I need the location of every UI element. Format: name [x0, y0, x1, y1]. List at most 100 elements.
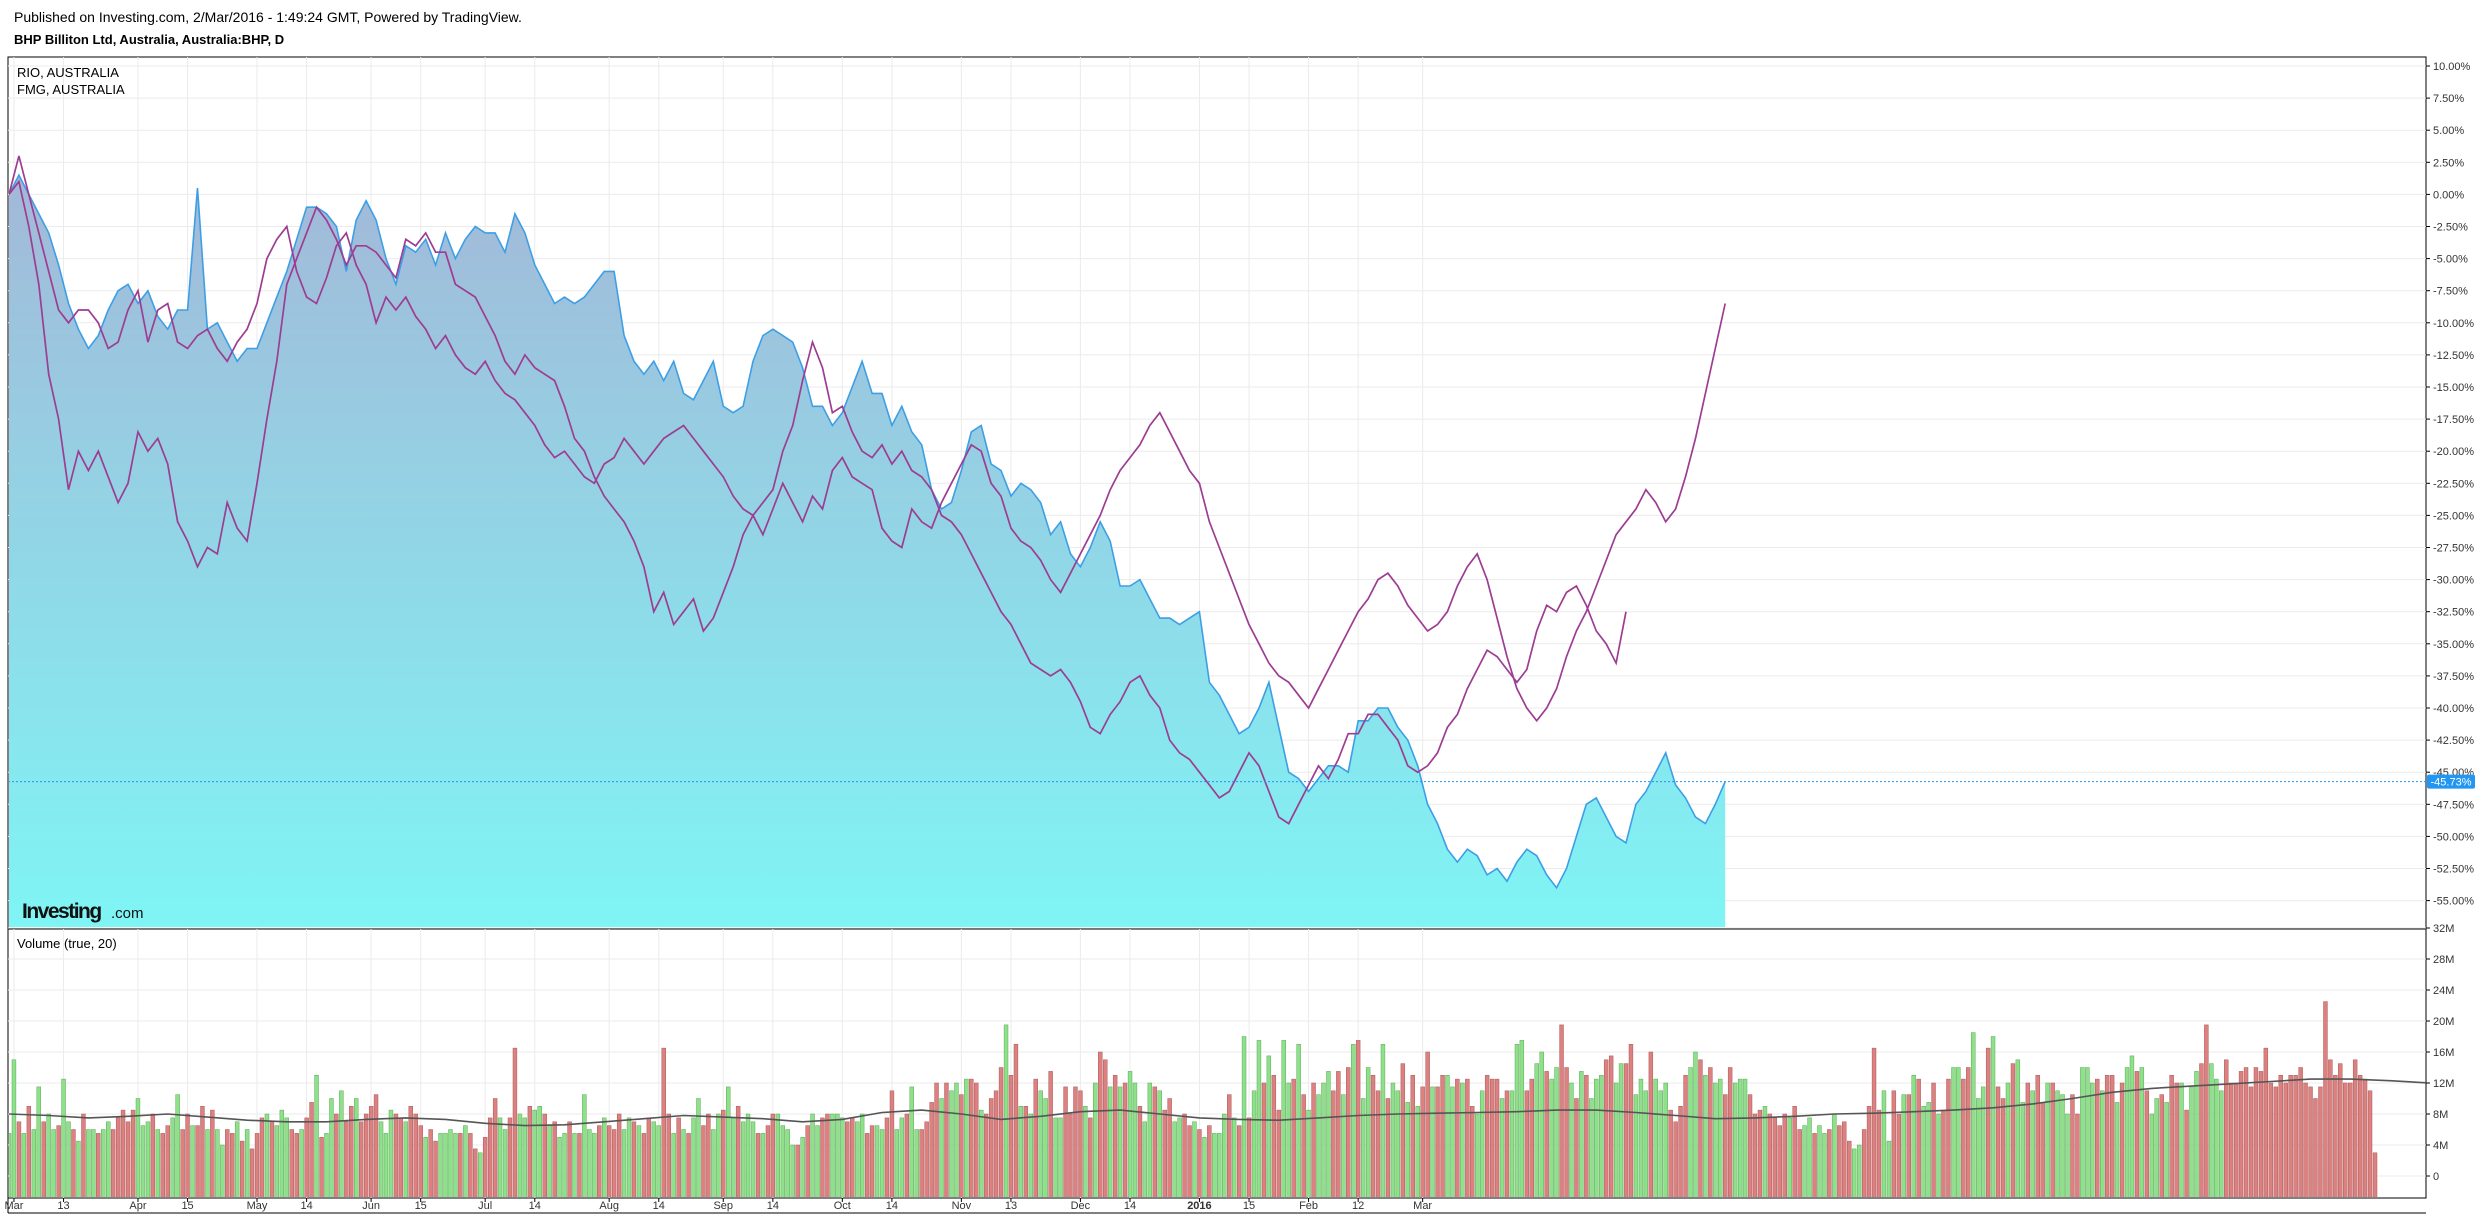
- volume-bar: [388, 1109, 394, 1197]
- volume-bar: [2258, 1071, 2264, 1197]
- volume-bar: [835, 1113, 840, 1197]
- volume-bar: [1648, 1051, 1654, 1197]
- main-pane[interactable]: 10.00% 7.50% 5.00% 2.50% 0.00% -2.50% -5.00% -7…: [7, 56, 2475, 929]
- volume-bar: [706, 1113, 711, 1197]
- volume-bar: [289, 1129, 294, 1197]
- volume-bar: [2288, 1075, 2293, 1197]
- main-y-tick-label: 7.50%: [2433, 93, 2464, 105]
- volume-bar: [1961, 1078, 1966, 1197]
- published-note: Published on Investing.com, 2/Mar/2016 -…: [14, 9, 522, 25]
- volume-bar: [1018, 1106, 1024, 1197]
- volume-y-tick-label: 12M: [2433, 1078, 2454, 1090]
- volume-bar: [1822, 1133, 1827, 1197]
- volume-bar: [572, 1133, 577, 1197]
- volume-bar: [438, 1133, 443, 1197]
- volume-bar: [1420, 1086, 1425, 1197]
- volume-bar: [1331, 1090, 1336, 1197]
- volume-bar: [1881, 1090, 1887, 1197]
- volume-bar: [1430, 1086, 1435, 1197]
- volume-bar: [2114, 1102, 2120, 1197]
- volume-bar: [1668, 1109, 1673, 1197]
- x-tick-label: 14: [1124, 1200, 1136, 1212]
- volume-bar: [924, 1121, 929, 1197]
- volume-bar: [1688, 1067, 1693, 1197]
- volume-bar: [2323, 1001, 2328, 1197]
- legend-rio[interactable]: RIO, AUSTRALIA: [17, 65, 119, 80]
- volume-bar: [1673, 1121, 1678, 1197]
- volume-bar: [1415, 1106, 1420, 1197]
- volume-bar: [889, 1090, 895, 1197]
- main-y-tick-label: -5.00%: [2433, 254, 2468, 266]
- volume-bar: [1112, 1075, 1118, 1197]
- legend-fmg[interactable]: FMG, AUSTRALIA: [17, 82, 125, 97]
- volume-bar: [537, 1106, 542, 1197]
- volume-bar: [1574, 1098, 1579, 1197]
- volume-bar: [1127, 1071, 1133, 1197]
- last-price-badge: -45.73%: [2427, 774, 2475, 789]
- volume-bar: [1579, 1071, 1584, 1197]
- volume-bar: [840, 1117, 845, 1197]
- volume-bar: [825, 1113, 830, 1197]
- volume-bar: [651, 1121, 657, 1197]
- volume-bar: [2303, 1082, 2308, 1197]
- volume-bar: [368, 1106, 374, 1197]
- volume-y-tick-label: 32M: [2433, 923, 2454, 935]
- volume-bar: [1683, 1075, 1688, 1197]
- volume-bar: [1385, 1098, 1391, 1197]
- x-tick-label: 14: [300, 1200, 312, 1212]
- rio-line: [9, 155, 1627, 825]
- volume-bar: [1460, 1082, 1465, 1197]
- volume-pane[interactable]: 32M 28M 24M 20M 16M 12M 8M 4M 0 Volume (true, 20…: [7, 923, 2484, 1199]
- volume-bar: [1713, 1082, 1718, 1197]
- volume-bar: [249, 1148, 255, 1197]
- x-tick-label: 15: [415, 1200, 427, 1212]
- volume-bar: [1078, 1090, 1083, 1197]
- volume-bar: [66, 1121, 71, 1197]
- main-y-axis[interactable]: 10.00% 7.50% 5.00% 2.50% 0.00% -2.50% -5.00% -7…: [2426, 61, 2474, 908]
- volume-bar: [473, 1148, 478, 1197]
- main-y-tick-label: -2.50%: [2433, 222, 2468, 234]
- volume-bar: [279, 1109, 285, 1197]
- volume-bar: [1807, 1117, 1812, 1197]
- volume-bar: [1172, 1121, 1177, 1197]
- volume-bar: [1956, 1067, 1961, 1197]
- volume-bar: [1197, 1129, 1202, 1197]
- volume-bar: [2204, 1024, 2209, 1197]
- volume-bar: [1603, 1059, 1609, 1197]
- volume-bar: [155, 1129, 161, 1197]
- volume-bar: [785, 1129, 790, 1197]
- volume-bar: [497, 1117, 503, 1197]
- volume-bar: [1152, 1086, 1158, 1197]
- time-x-axis[interactable]: Mar 13 Apr 15 May 14 Jun 15 Jul 14 Aug 14 Sep 14 Oct 14…: [4, 1198, 1432, 1212]
- volume-bar: [1703, 1075, 1708, 1197]
- volume-bar: [2100, 1090, 2105, 1197]
- volume-bar: [998, 1067, 1004, 1197]
- main-y-tick-label: -30.00%: [2433, 575, 2474, 587]
- volume-bar: [110, 1129, 116, 1197]
- volume-bar: [1643, 1090, 1649, 1197]
- main-y-tick-label: -55.00%: [2433, 896, 2474, 908]
- volume-bar: [304, 1117, 309, 1197]
- volume-bar: [2357, 1075, 2363, 1197]
- volume-bar: [1742, 1078, 1748, 1197]
- volume-bar: [56, 1125, 61, 1197]
- volume-y-axis[interactable]: 32M 28M 24M 20M 16M 12M 8M 4M 0: [2426, 923, 2454, 1183]
- main-y-tick-label: -10.00%: [2433, 318, 2474, 330]
- volume-bar: [1723, 1094, 1728, 1197]
- volume-bar: [1222, 1113, 1227, 1197]
- volume-bar: [1192, 1121, 1197, 1197]
- volume-bar: [423, 1137, 428, 1197]
- volume-bar: [810, 1113, 815, 1197]
- volume-bar: [2065, 1113, 2070, 1197]
- volume-bar: [433, 1140, 438, 1197]
- volume-bar: [671, 1133, 676, 1197]
- volume-bar: [2219, 1090, 2224, 1197]
- volume-bar: [264, 1113, 270, 1197]
- volume-bar: [408, 1106, 413, 1197]
- volume-bar: [775, 1113, 781, 1197]
- volume-bar: [1718, 1078, 1723, 1197]
- volume-bar: [1787, 1117, 1792, 1197]
- main-y-tick-label: 5.00%: [2433, 125, 2464, 137]
- volume-bar: [1827, 1129, 1832, 1197]
